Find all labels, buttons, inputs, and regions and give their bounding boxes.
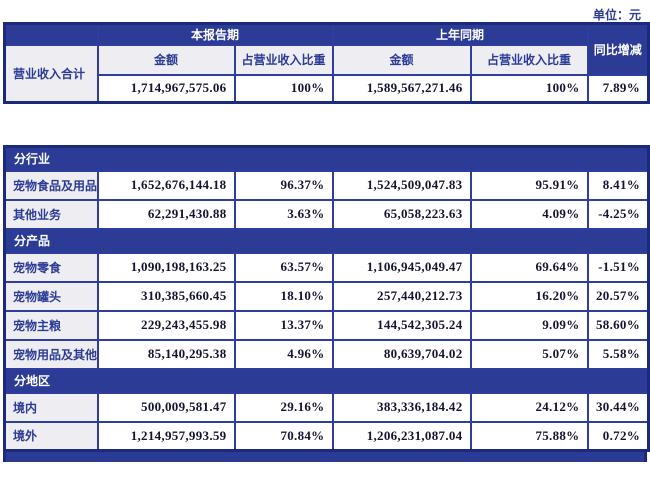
header-current-period: 本报告期 xyxy=(96,22,334,46)
unit-label: 单位：元 xyxy=(592,8,641,22)
table-row: 宠物用品及其他 85,140,295.38 4.96% 80,639,704.02 5.… xyxy=(3,338,650,370)
ratio-current-cell: 3.63% xyxy=(233,198,334,230)
amount-current-cell: 310,385,660.45 xyxy=(96,280,236,312)
yoy-cell: 20.57% xyxy=(586,280,650,312)
amount-current-cell: 1,090,198,163.25 xyxy=(96,251,236,283)
section-title: 分行业 xyxy=(3,145,650,172)
ratio-current-cell: 18.10% xyxy=(233,280,334,312)
row-label: 境外 xyxy=(3,420,99,452)
yoy-cell: 30.44% xyxy=(586,391,650,423)
table-row: 境内 500,009,581.47 29.16% 383,336,184.42 24.1… xyxy=(3,391,650,423)
amount-prior-cell: 1,106,945,049.47 xyxy=(331,251,472,283)
ratio-current-cell: 96.37% xyxy=(233,169,334,201)
amount-current-cell: 85,140,295.38 xyxy=(96,338,236,370)
ratio-current-cell: 70.84% xyxy=(233,420,334,452)
amount-prior-cell: 65,058,223.63 xyxy=(331,198,472,230)
yoy-cell: -1.51% xyxy=(586,251,650,283)
table-row: 境外 1,214,957,993.59 70.84% 1,206,231,087.04… xyxy=(3,420,650,452)
ratio-prior-cell: 69.64% xyxy=(469,251,589,283)
ratio-prior-cell: 4.09% xyxy=(469,198,589,230)
section-title: 分地区 xyxy=(3,367,650,394)
yoy-cell: 58.60% xyxy=(586,309,650,341)
header-yoy: 同比增减 xyxy=(586,22,650,76)
yoy-cell: 5.58% xyxy=(586,338,650,370)
header-ratio-current: 占营业收入比重 xyxy=(233,43,334,76)
total-data-row: 1,714,967,575.06 100% 1,589,567,271.46 1… xyxy=(5,73,650,104)
amount-prior-cell: 1,524,509,047.83 xyxy=(331,169,472,201)
header-amount-prior: 金额 xyxy=(331,43,472,76)
yoy-cell: 8.41% xyxy=(586,169,650,201)
header-ratio-prior: 占营业收入比重 xyxy=(469,43,589,76)
ratio-current-cell: 63.57% xyxy=(233,251,334,283)
table-row: 宠物主粮 229,243,455.98 13.37% 144,542,305.24 9.… xyxy=(3,309,650,341)
amount-prior-cell: 144,542,305.24 xyxy=(331,309,472,341)
amount-prior-cell: 80,639,704.02 xyxy=(331,338,472,370)
ratio-prior-cell: 9.09% xyxy=(469,309,589,341)
row-label: 宠物用品及其他 xyxy=(3,338,99,370)
ratio-current-cell: 4.96% xyxy=(233,338,334,370)
section-header-row: 分地区 xyxy=(3,367,650,394)
total-amount-current: 1,714,967,575.06 xyxy=(96,73,236,104)
ratio-prior-cell: 5.07% xyxy=(469,338,589,370)
section-header-row: 分产品 xyxy=(3,227,650,254)
ratio-prior-cell: 24.12% xyxy=(469,391,589,423)
total-row-label: 营业收入合计 xyxy=(3,43,99,104)
amount-prior-cell: 383,336,184.42 xyxy=(331,391,472,423)
section-title: 分产品 xyxy=(3,227,650,254)
truncated-section-bar xyxy=(3,452,647,462)
sub-header-row: 营业收入合计 金额 占营业收入比重 金额 占营业收入比重 xyxy=(3,43,649,104)
table-row: 宠物罐头 310,385,660.45 18.10% 257,440,212.73 16… xyxy=(3,280,650,312)
total-ratio-current: 100% xyxy=(233,73,334,104)
section-header-row: 分行业 xyxy=(3,145,650,172)
yoy-cell: 0.72% xyxy=(586,420,650,452)
ratio-prior-cell: 95.91% xyxy=(469,169,589,201)
total-amount-prior: 1,589,567,271.46 xyxy=(331,73,472,104)
unit-line: 单位：元 xyxy=(3,0,647,22)
table-row: 宠物零食 1,090,198,163.25 63.57% 1,106,945,049.… xyxy=(3,251,650,283)
ratio-prior-cell: 75.88% xyxy=(469,420,589,452)
amount-current-cell: 62,291,430.88 xyxy=(96,198,236,230)
header-prior-period: 上年同期 xyxy=(331,22,589,46)
ratio-prior-cell: 16.20% xyxy=(469,280,589,312)
row-label: 宠物主粮 xyxy=(3,309,99,341)
amount-prior-cell: 1,206,231,087.04 xyxy=(331,420,472,452)
period-header-row: 本报告期 上年同期 同比增减 xyxy=(3,22,650,76)
header-amount-current: 金额 xyxy=(96,43,236,76)
ratio-current-cell: 13.37% xyxy=(233,309,334,341)
amount-prior-cell: 257,440,212.73 xyxy=(331,280,472,312)
yoy-cell: -4.25% xyxy=(586,198,650,230)
row-label: 宠物食品及用品 xyxy=(3,169,99,201)
amount-current-cell: 1,652,676,144.18 xyxy=(96,169,236,201)
row-label: 宠物零食 xyxy=(3,251,99,283)
row-label: 其他业务 xyxy=(3,198,99,230)
amount-current-cell: 1,214,957,993.59 xyxy=(96,420,236,452)
ratio-current-cell: 29.16% xyxy=(233,391,334,423)
row-label: 宠物罐头 xyxy=(3,280,99,312)
table-row: 其他业务 62,291,430.88 3.63% 65,058,223.63 4.09%… xyxy=(3,198,650,230)
amount-current-cell: 229,243,455.98 xyxy=(96,309,236,341)
revenue-summary-table: 本报告期 上年同期 同比增减 营业收入合计 金额 占营业收入比重 金额 占营业收… xyxy=(3,22,650,104)
row-label: 境内 xyxy=(3,391,99,423)
total-ratio-prior: 100% xyxy=(469,73,589,104)
header-corner-cell xyxy=(3,22,99,46)
revenue-breakdown-table: 分行业 宠物食品及用品 1,652,676,144.18 96.37% 1,524,50… xyxy=(3,145,650,452)
amount-current-cell: 500,009,581.47 xyxy=(96,391,236,423)
table-row: 宠物食品及用品 1,652,676,144.18 96.37% 1,524,509,0… xyxy=(3,169,650,201)
total-yoy: 7.89% xyxy=(586,73,650,104)
